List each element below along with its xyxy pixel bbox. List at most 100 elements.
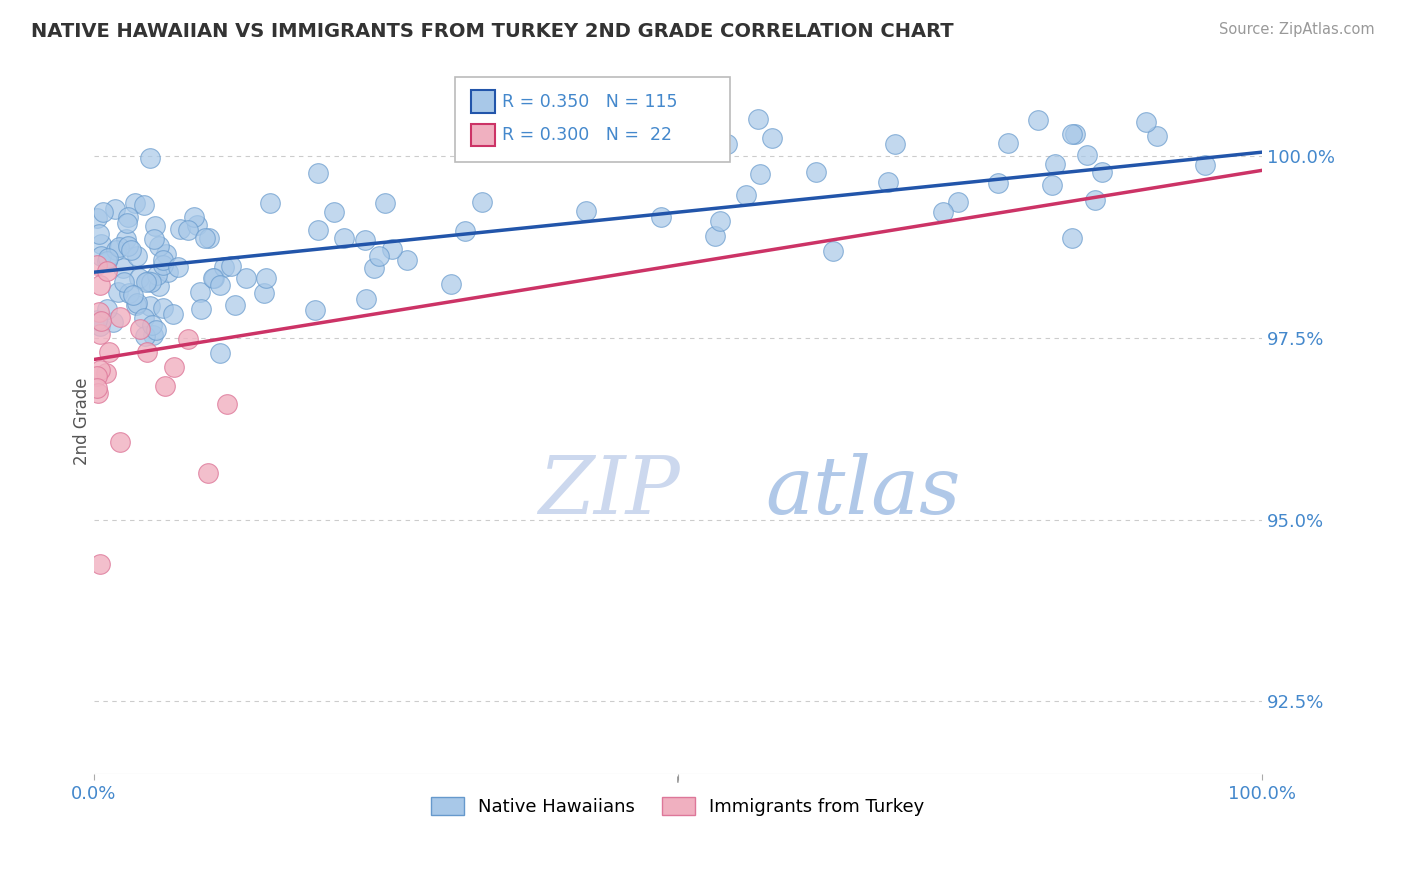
Point: [118, 286, 141, 301]
Point: [188, 285, 211, 300]
Point: [1064, 128, 1087, 142]
Point: [117, 239, 139, 253]
Point: [125, 298, 148, 312]
Point: [1043, 157, 1066, 171]
Point: [127, 295, 149, 310]
Point: [98, 345, 121, 359]
Point: [254, 271, 277, 285]
Point: [132, 198, 155, 212]
Point: [704, 228, 727, 243]
Point: [1076, 148, 1098, 162]
Point: [89, 557, 111, 571]
Point: [823, 244, 845, 259]
Point: [143, 219, 166, 234]
Point: [209, 277, 232, 292]
Point: [128, 271, 150, 285]
Point: [129, 322, 152, 336]
Point: [884, 136, 907, 151]
Point: [735, 187, 758, 202]
Point: [304, 302, 326, 317]
Point: [89, 363, 111, 377]
Point: [86, 313, 108, 327]
Point: [381, 242, 404, 256]
Point: [163, 359, 186, 374]
Point: [108, 310, 131, 324]
Point: [87, 305, 110, 319]
Point: [152, 258, 174, 272]
Text: NATIVE HAWAIIAN VS IMMIGRANTS FROM TURKEY 2ND GRADE CORRELATION CHART: NATIVE HAWAIIAN VS IMMIGRANTS FROM TURKE…: [31, 22, 953, 41]
Point: [135, 344, 157, 359]
Point: [932, 204, 955, 219]
Point: [96, 263, 118, 277]
Point: [124, 195, 146, 210]
Point: [146, 268, 169, 282]
Point: [201, 270, 224, 285]
Legend: Native Hawaiians, Immigrants from Turkey: Native Hawaiians, Immigrants from Turkey: [422, 789, 934, 825]
Point: [90, 236, 112, 251]
Point: [141, 318, 163, 332]
Point: [747, 112, 769, 127]
Point: [89, 327, 111, 342]
Point: [112, 260, 135, 275]
Text: ZIP: ZIP: [537, 453, 679, 531]
Point: [439, 277, 461, 292]
Point: [997, 136, 1019, 150]
Point: [91, 205, 114, 219]
Point: [1091, 165, 1114, 179]
Point: [136, 274, 159, 288]
Point: [122, 288, 145, 302]
Point: [219, 259, 242, 273]
Point: [89, 314, 111, 328]
Point: [105, 244, 128, 258]
Point: [716, 137, 738, 152]
Point: [169, 221, 191, 235]
Point: [96, 254, 118, 268]
Point: [987, 177, 1010, 191]
Point: [176, 332, 198, 346]
Point: [139, 299, 162, 313]
Point: [946, 195, 969, 210]
Point: [107, 285, 129, 300]
Point: [157, 265, 180, 279]
Point: [177, 223, 200, 237]
Point: [1194, 158, 1216, 172]
Point: [108, 240, 131, 254]
Point: [186, 218, 208, 232]
Point: [202, 271, 225, 285]
Y-axis label: 2nd Grade: 2nd Grade: [73, 377, 91, 465]
Text: atlas: atlas: [765, 453, 960, 531]
Point: [87, 385, 110, 400]
Text: Source: ZipAtlas.com: Source: ZipAtlas.com: [1219, 22, 1375, 37]
Point: [1040, 178, 1063, 192]
Point: [1135, 115, 1157, 129]
Point: [374, 196, 396, 211]
Point: [162, 307, 184, 321]
Point: [117, 210, 139, 224]
Point: [134, 329, 156, 343]
Point: [90, 249, 112, 263]
Point: [363, 260, 385, 275]
Point: [86, 211, 108, 225]
Point: [152, 252, 174, 267]
Point: [117, 216, 139, 230]
Point: [142, 328, 165, 343]
Point: [308, 223, 330, 237]
Point: [215, 397, 238, 411]
Point: [101, 315, 124, 329]
Point: [307, 166, 329, 180]
Text: R = 0.350   N = 115: R = 0.350 N = 115: [502, 93, 678, 111]
Point: [333, 231, 356, 245]
Point: [148, 279, 170, 293]
Point: [368, 249, 391, 263]
Point: [141, 275, 163, 289]
Point: [96, 301, 118, 316]
Point: [120, 243, 142, 257]
FancyBboxPatch shape: [471, 90, 495, 113]
Point: [749, 167, 772, 181]
FancyBboxPatch shape: [454, 77, 731, 162]
Point: [235, 270, 257, 285]
Point: [127, 249, 149, 263]
Point: [198, 231, 221, 245]
Point: [224, 298, 246, 312]
Point: [87, 227, 110, 241]
